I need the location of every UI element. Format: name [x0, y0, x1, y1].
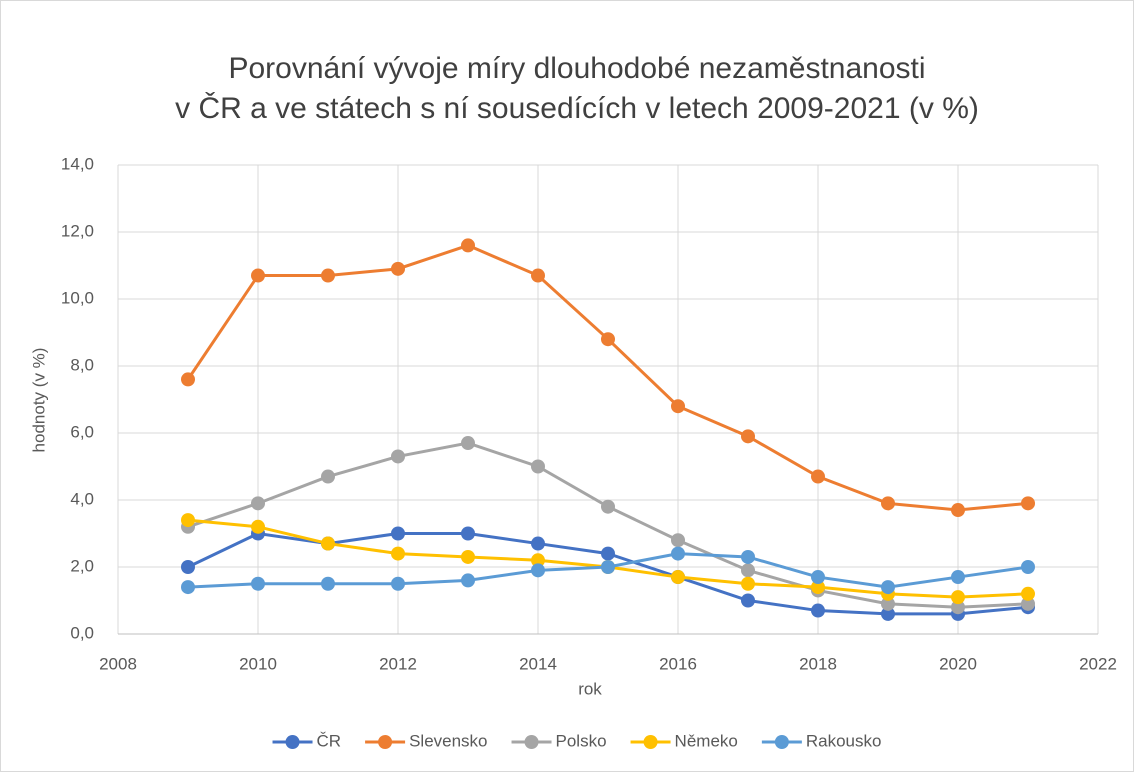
y-tick-label: 6,0	[70, 422, 94, 441]
data-point	[321, 268, 335, 283]
legend-label: Rakousko	[806, 731, 882, 750]
legend-marker	[774, 735, 789, 749]
data-point	[531, 553, 545, 568]
y-tick-label: 10,0	[61, 288, 94, 307]
data-point	[181, 513, 195, 528]
data-point	[601, 546, 615, 561]
data-point	[391, 526, 405, 541]
data-point	[881, 606, 895, 621]
data-point	[881, 496, 895, 511]
data-point	[1021, 596, 1035, 611]
data-point	[461, 526, 475, 541]
data-point	[601, 332, 615, 347]
data-point	[741, 593, 755, 608]
legend-label: Polsko	[556, 731, 607, 750]
legend-marker	[378, 735, 393, 749]
y-tick-label: 2,0	[70, 556, 94, 575]
data-point	[881, 596, 895, 611]
chart-title: Porovnání vývoje míry dlouhodobé nezaměs…	[228, 52, 925, 85]
data-point	[251, 496, 265, 511]
data-point	[321, 536, 335, 551]
data-point	[951, 590, 965, 605]
data-point	[671, 546, 685, 561]
legend-label: ČR	[317, 731, 342, 750]
data-point	[741, 576, 755, 591]
data-point	[391, 261, 405, 276]
data-point	[811, 580, 825, 595]
data-point	[951, 570, 965, 585]
data-point	[671, 533, 685, 548]
x-tick-label: 2016	[659, 654, 697, 673]
x-tick-label: 2008	[99, 654, 137, 673]
x-axis-label: rok	[578, 679, 602, 698]
data-point	[251, 576, 265, 591]
data-point	[461, 549, 475, 564]
legend-marker	[643, 735, 658, 749]
data-point	[601, 499, 615, 514]
data-point	[461, 436, 475, 451]
data-point	[741, 563, 755, 578]
data-point	[811, 570, 825, 585]
data-point	[671, 570, 685, 585]
data-point	[321, 576, 335, 591]
data-point	[671, 399, 685, 414]
data-point	[531, 536, 545, 551]
data-point	[391, 449, 405, 464]
x-tick-label: 2018	[799, 654, 837, 673]
data-point	[461, 238, 475, 253]
data-point	[881, 580, 895, 595]
data-point	[531, 268, 545, 283]
data-point	[251, 268, 265, 283]
y-tick-label: 14,0	[61, 154, 94, 173]
data-point	[251, 519, 265, 534]
data-point	[391, 576, 405, 591]
x-tick-label: 2012	[379, 654, 417, 673]
data-point	[1021, 586, 1035, 601]
data-point	[601, 560, 615, 574]
x-tick-label: 2010	[239, 654, 277, 673]
x-tick-label: 2020	[939, 654, 977, 673]
legend-marker	[285, 735, 300, 749]
data-point	[1021, 496, 1035, 511]
data-point	[741, 429, 755, 444]
legend-label: Slevensko	[409, 731, 487, 750]
data-point	[951, 600, 965, 615]
data-point	[181, 580, 195, 595]
data-point	[181, 560, 195, 574]
data-point	[391, 546, 405, 561]
data-point	[461, 573, 475, 588]
legend-label: Němeko	[675, 731, 738, 750]
data-point	[321, 469, 335, 484]
data-point	[1021, 560, 1035, 574]
data-point	[181, 372, 195, 387]
y-axis-label: hodnoty (v %)	[29, 348, 48, 453]
legend-marker	[524, 735, 539, 749]
y-tick-label: 0,0	[70, 623, 94, 642]
data-point	[741, 549, 755, 564]
data-point	[531, 459, 545, 474]
y-tick-label: 12,0	[61, 221, 94, 240]
y-tick-label: 8,0	[70, 355, 94, 374]
data-point	[531, 563, 545, 578]
y-tick-label: 4,0	[70, 489, 94, 508]
data-point	[951, 503, 965, 518]
chart-title: v ČR a ve státech s ní sousedících v let…	[175, 91, 979, 125]
data-point	[811, 603, 825, 618]
x-tick-label: 2022	[1079, 654, 1117, 673]
data-point	[811, 469, 825, 484]
x-tick-label: 2014	[519, 654, 557, 673]
